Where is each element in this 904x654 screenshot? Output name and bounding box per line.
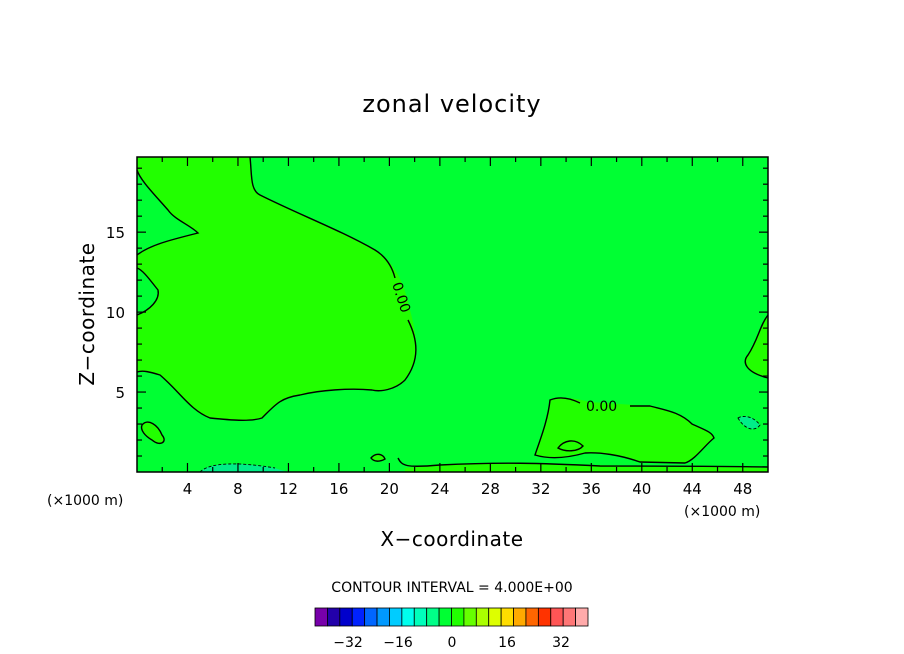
colorbar-swatch <box>463 607 477 627</box>
x-tick-label: 16 <box>329 480 348 498</box>
colorbar-swatch <box>327 607 341 627</box>
contour-label-zero: 0.00 <box>586 399 617 415</box>
colorbar-swatch <box>364 607 378 627</box>
colorbar-swatch <box>438 607 452 627</box>
y-axis-ticks: 5 10 15 <box>106 167 768 457</box>
colorbar-swatch <box>475 607 490 627</box>
colorbar-swatch <box>513 607 527 627</box>
colorbar-swatch <box>314 607 328 627</box>
colorbar-swatch <box>426 607 440 627</box>
colorbar-swatch <box>488 607 502 627</box>
colorbar-swatch <box>575 607 589 627</box>
colorbar-swatch <box>401 607 415 627</box>
x-tick-label: 12 <box>279 480 298 498</box>
x-tick-label: 8 <box>233 480 243 498</box>
negative-contour-lines <box>199 415 761 473</box>
x-tick-label: 40 <box>632 480 651 498</box>
colorbar-swatch <box>525 607 539 627</box>
contour-interval-label: CONTOUR INTERVAL = 4.000E+00 <box>331 580 572 596</box>
x-axis-label: X−coordinate <box>380 527 523 551</box>
colorbar-swatch <box>537 607 552 627</box>
x-tick-label: 36 <box>582 480 601 498</box>
colorbar-swatch <box>413 607 428 627</box>
colorbar-swatch <box>562 607 576 627</box>
y-tick-label: 10 <box>106 304 125 322</box>
plot-frame <box>136 156 769 473</box>
x-tick-label: 28 <box>481 480 500 498</box>
colorbar-swatch <box>389 607 403 627</box>
colorbar-swatch <box>500 607 514 627</box>
negative-velocity-patch <box>738 416 760 430</box>
positive-velocity-blob <box>141 422 165 444</box>
x-tick-label: 24 <box>430 480 449 498</box>
chart-title: zonal velocity <box>362 90 541 118</box>
zero-contour-lines <box>136 156 769 468</box>
y-axis-label: Z−coordinate <box>75 242 99 385</box>
colorbar-swatch <box>339 607 353 627</box>
positive-velocity-bottom-strip <box>405 462 768 472</box>
x-tick-label: 32 <box>531 480 550 498</box>
colorbar-tick-label: 32 <box>552 635 570 651</box>
x-tick-label: 44 <box>683 480 702 498</box>
positive-velocity-region-left <box>137 157 417 421</box>
x-tick-label: 4 <box>183 480 193 498</box>
colorbar-swatch <box>351 607 366 627</box>
positive-velocity-region-edge <box>745 315 768 378</box>
colorbar-swatch <box>376 607 390 627</box>
colorbar-tick-label: −32 <box>333 635 363 651</box>
colorbar-swatch <box>451 607 465 627</box>
x-unit-left: (×1000 m) <box>47 493 123 509</box>
x-unit-right: (×1000 m) <box>684 504 760 520</box>
positive-velocity-blob <box>371 454 385 462</box>
colorbar-swatch <box>550 607 564 627</box>
colorbar-tick-label: −16 <box>383 635 413 651</box>
colorbar-tick-label: 16 <box>498 635 516 651</box>
colorbar-tick-label: 0 <box>448 635 457 651</box>
y-tick-label: 15 <box>106 224 125 242</box>
x-tick-label: 48 <box>733 480 752 498</box>
negative-velocity-patch <box>200 463 290 472</box>
colorbar: −32 −16 0 16 32 <box>314 607 589 651</box>
y-tick-label: 5 <box>115 384 125 402</box>
x-tick-label: 20 <box>380 480 399 498</box>
x-axis-ticks: 4 8 12 16 20 24 28 32 36 40 44 48 <box>161 157 752 498</box>
